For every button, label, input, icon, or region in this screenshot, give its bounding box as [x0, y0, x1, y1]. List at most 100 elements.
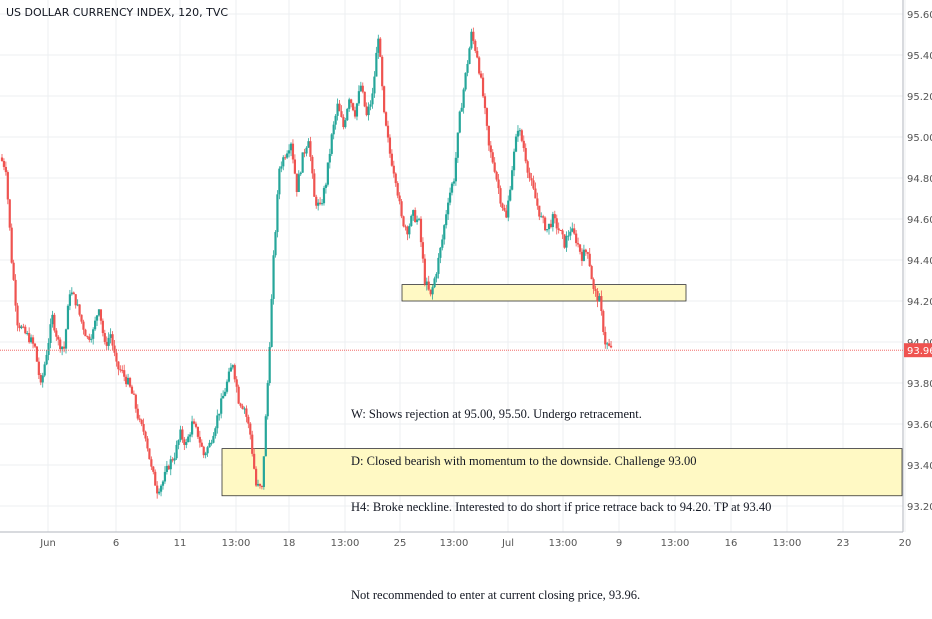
candle-body	[115, 352, 118, 362]
candle-body	[76, 304, 79, 306]
candle-body	[447, 202, 450, 215]
candle-body	[175, 444, 178, 459]
candle-body	[20, 326, 23, 329]
candle-body	[346, 108, 349, 121]
candle-body	[317, 202, 320, 206]
candle-body	[320, 203, 324, 205]
candle-body	[144, 431, 147, 439]
candle-body	[200, 442, 203, 447]
candle-body	[183, 439, 186, 445]
candle-body	[514, 136, 518, 152]
candle-body	[28, 333, 31, 343]
candle-body	[123, 370, 126, 377]
candle-body	[121, 370, 124, 372]
candle-body	[18, 325, 21, 329]
candle-body	[404, 226, 407, 228]
y-tick-label: 94.40	[907, 256, 932, 267]
candle-body	[41, 375, 44, 383]
candle-body	[450, 183, 454, 193]
candle-body	[256, 483, 260, 486]
candle-body	[501, 203, 504, 208]
candle-body	[396, 183, 399, 196]
candle-body	[311, 156, 314, 174]
candle-body	[146, 438, 149, 449]
candle-body	[435, 273, 438, 279]
candle-body	[437, 257, 440, 274]
candle-body	[448, 192, 452, 203]
candle-body	[107, 337, 110, 346]
candle-body	[551, 214, 554, 228]
candle-body	[220, 398, 223, 414]
candle-body	[307, 141, 310, 148]
candle-body	[177, 440, 180, 445]
candle-body	[400, 201, 403, 217]
candle-body	[503, 207, 506, 211]
candle-body	[324, 184, 328, 188]
candle-body	[557, 228, 560, 230]
candle-body	[375, 52, 378, 77]
candle-body	[138, 418, 141, 420]
candle-body	[322, 187, 326, 204]
candle-body	[0, 157, 4, 162]
candle-body	[561, 230, 564, 235]
x-tick-label: 11	[174, 538, 187, 549]
candle-body	[4, 166, 7, 173]
candle-body	[29, 337, 33, 343]
candle-body	[204, 453, 207, 456]
candle-body	[142, 424, 145, 432]
candle-body	[507, 200, 510, 218]
candle-body	[266, 383, 269, 417]
candle-body	[26, 333, 29, 335]
candle-body	[82, 321, 85, 330]
candle-body	[359, 85, 362, 92]
candle-body	[169, 459, 172, 470]
candle-body	[128, 377, 132, 387]
candle-body	[206, 447, 209, 454]
candle-body	[254, 468, 258, 486]
candle-body	[84, 329, 87, 337]
candle-body	[243, 408, 246, 410]
candle-body	[534, 188, 537, 199]
candle-body	[253, 453, 256, 469]
candle-body	[61, 346, 64, 350]
candle-body	[152, 466, 155, 472]
candle-body	[406, 226, 409, 235]
y-tick-label: 93.20	[907, 502, 932, 513]
candle-body	[388, 137, 392, 154]
candle-body	[278, 168, 281, 195]
candle-body	[289, 143, 293, 151]
support-zone	[221, 448, 903, 497]
candle-body	[239, 403, 242, 406]
candle-body	[241, 405, 244, 409]
candle-body	[480, 73, 483, 78]
candle-body	[344, 120, 347, 128]
candle-body	[487, 125, 490, 146]
x-tick-label: Jul	[501, 538, 514, 549]
price-chart[interactable]: 95.60 95.40 95.20 95.00 94.80 94.60 94.40 94.20…	[0, 0, 932, 550]
candle-body	[190, 421, 194, 435]
candle-body	[338, 103, 341, 112]
candle-body	[154, 471, 157, 486]
candle-body	[458, 111, 461, 133]
candle-body	[545, 229, 549, 231]
candle-body	[49, 324, 52, 343]
candle-body	[468, 48, 471, 64]
candle-body	[313, 173, 316, 197]
candle-body	[427, 281, 430, 290]
y-tick-label: 95.00	[907, 133, 932, 144]
candle-body	[247, 416, 250, 424]
annotation-line-1: W: Shows rejection at 95.00, 95.50. Unde…	[351, 407, 642, 421]
x-tick-label: 6	[113, 538, 119, 549]
candle-body	[351, 103, 355, 111]
candle-body	[99, 309, 103, 321]
candle-body	[497, 179, 500, 189]
candle-body	[295, 173, 298, 193]
x-tick-label: 20	[899, 538, 912, 549]
candle-body	[148, 448, 151, 460]
candle-body	[210, 442, 213, 444]
candle-body	[412, 210, 415, 216]
candle-body	[51, 314, 54, 325]
y-tick-label: 94.60	[907, 215, 932, 226]
candle-body	[245, 408, 248, 417]
candle-body	[103, 333, 106, 342]
